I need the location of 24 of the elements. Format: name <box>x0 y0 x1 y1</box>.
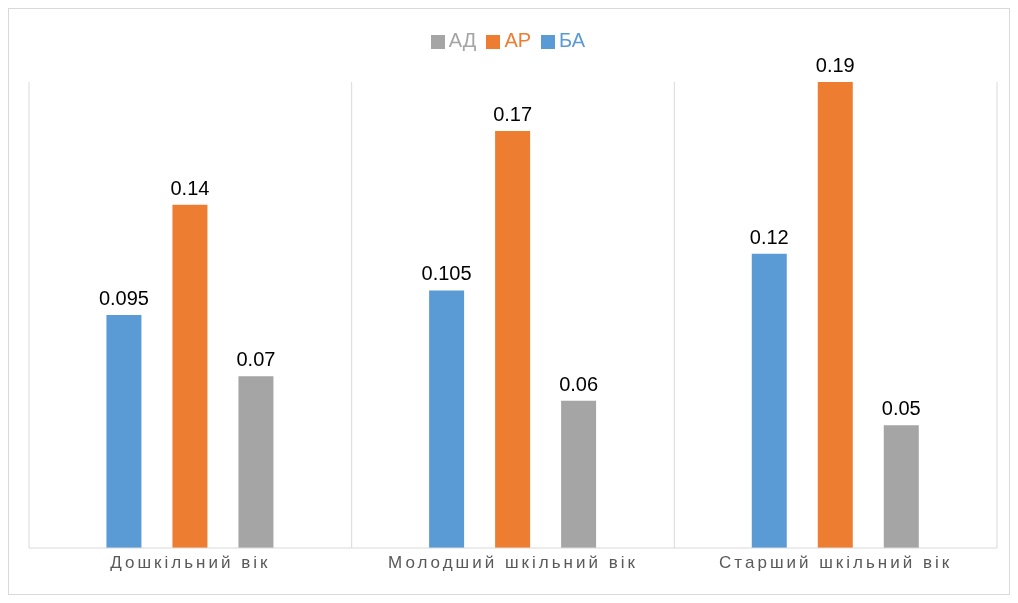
bar <box>172 204 208 548</box>
data-label: 0.14 <box>170 176 210 199</box>
x-tick-label: Молодший шкільний вік <box>388 553 638 573</box>
bar <box>751 253 787 548</box>
data-label: 0.095 <box>98 287 149 309</box>
data-label: 0.12 <box>749 225 789 248</box>
data-label: 0.07 <box>236 348 276 371</box>
bar <box>106 315 142 548</box>
data-label: 0.05 <box>881 397 921 420</box>
x-tick-label: Старший шкільний вік <box>719 553 953 573</box>
bar <box>883 425 919 548</box>
data-label: 0.19 <box>815 54 855 76</box>
data-label: 0.17 <box>493 103 533 126</box>
legend-label: АД <box>448 29 477 51</box>
bar <box>561 400 597 548</box>
legend-label: АР <box>504 29 532 51</box>
bar <box>817 82 853 548</box>
bar <box>495 131 531 548</box>
legend-label: БА <box>559 29 586 51</box>
bar <box>238 376 274 548</box>
bar <box>429 290 465 548</box>
x-tick-label: Дошкільний вік <box>110 553 271 573</box>
data-label: 0.105 <box>421 262 472 285</box>
data-label: 0.06 <box>559 372 599 395</box>
